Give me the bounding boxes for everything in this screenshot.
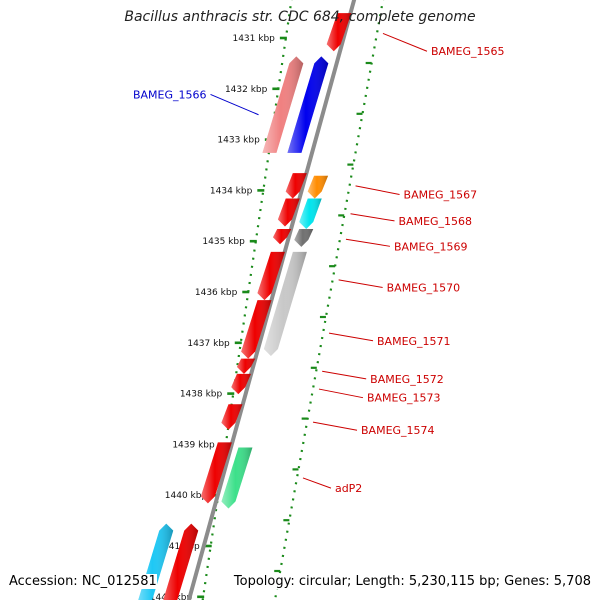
gene-label[interactable]: BAMEG_1570 — [387, 281, 461, 294]
gene-label[interactable]: BAMEG_1572 — [370, 373, 444, 386]
gene-g-1570r[interactable] — [257, 251, 285, 301]
kbp-tick-label: 1433 kbp — [217, 136, 260, 146]
gene-g-1571r[interactable] — [241, 300, 272, 359]
label-leader-line — [210, 93, 259, 116]
gene-g-1570[interactable] — [263, 251, 307, 357]
gene-label[interactable]: BAMEG_1569 — [394, 240, 468, 253]
kbp-tick-label: 1431 kbp — [232, 34, 275, 44]
gene-g-adp2r[interactable] — [200, 442, 232, 504]
kbp-tick-label: 1438 kbp — [180, 390, 223, 400]
gene-label[interactable]: BAMEG_1566 — [133, 88, 207, 101]
gene-label[interactable]: adP2 — [335, 482, 362, 495]
genome-backbone — [186, 0, 357, 600]
gene-labels: BAMEG_1565 BAMEG_1566 BAMEG_1567 BAMEG_1568… — [133, 45, 505, 495]
gene-g-1569r[interactable] — [273, 229, 292, 245]
kbp-tick-label: 1436 kbp — [195, 288, 238, 298]
label-leader-line — [302, 477, 332, 489]
kbp-tick-label: 1434 kbp — [210, 186, 253, 196]
label-leader-line — [312, 421, 358, 431]
label-leader-line — [338, 279, 383, 288]
accession-text: Accession: NC_012581 — [9, 574, 157, 589]
kbp-tick-label: 1440 kbp — [165, 491, 208, 501]
kbp-tick-label: 1439 kbp — [172, 440, 215, 450]
map-title: Bacillus anthracis str. CDC 684, complet… — [124, 9, 476, 25]
gene-g-1569[interactable] — [294, 229, 314, 247]
gene-g-1567r[interactable] — [285, 173, 307, 199]
gene-label[interactable]: BAMEG_1574 — [361, 424, 435, 437]
gene-label[interactable]: BAMEG_1567 — [404, 188, 478, 201]
gene-label[interactable]: BAMEG_1565 — [431, 45, 505, 58]
kbp-tick-label: 1441 kbp — [157, 542, 200, 552]
gene-g-bot-r[interactable] — [160, 523, 199, 600]
label-leader-line — [382, 32, 428, 52]
kbp-dotted-circles — [201, 0, 385, 600]
genome-summary-text: Topology: circular; Length: 5,230,115 bp… — [233, 574, 591, 589]
outer-dotted-circle — [273, 0, 385, 600]
gene-g-1568r[interactable] — [277, 198, 300, 227]
label-leader-line — [328, 332, 374, 342]
gene-g-1574r[interactable] — [221, 404, 243, 430]
inner-dotted-circle — [201, 0, 293, 600]
gene-g-1573r[interactable] — [231, 373, 251, 395]
gene-g-1568[interactable] — [299, 198, 322, 230]
kbp-tick-label: 1437 kbp — [187, 339, 230, 349]
backbone-line — [186, 0, 357, 600]
kbp-tick-label: 1435 kbp — [202, 237, 245, 247]
gene-features — [138, 13, 352, 600]
gene-g-adp2[interactable] — [221, 447, 253, 509]
gene-g-top[interactable] — [326, 13, 352, 52]
label-leader-line — [355, 185, 400, 195]
gene-label[interactable]: BAMEG_1568 — [399, 215, 473, 228]
label-leader-line — [350, 213, 395, 222]
kbp-tick-label: 1432 kbp — [225, 85, 268, 95]
gene-g-1566[interactable] — [287, 56, 329, 153]
label-leader-line — [322, 370, 367, 380]
label-leader-lines — [210, 32, 428, 489]
label-leader-line — [345, 238, 391, 247]
gene-g-1567[interactable] — [307, 175, 329, 199]
gene-label[interactable]: BAMEG_1573 — [367, 392, 441, 405]
label-leader-line — [318, 388, 364, 399]
gene-label[interactable]: BAMEG_1571 — [377, 335, 451, 348]
gene-g-1572r[interactable] — [236, 358, 256, 374]
gene-g-1566-pseudo[interactable] — [262, 56, 304, 153]
